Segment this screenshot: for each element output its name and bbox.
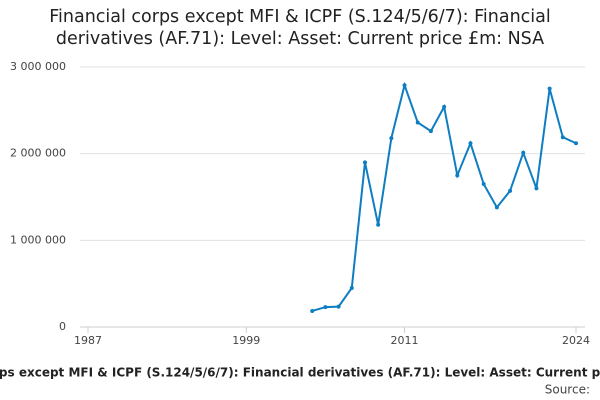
point [362, 160, 367, 165]
x-tick-label: 1999 [232, 334, 260, 347]
point [402, 83, 407, 88]
point [455, 173, 460, 178]
point [323, 305, 328, 310]
point [547, 86, 552, 91]
point [428, 129, 433, 134]
source-label: Source: [545, 383, 590, 397]
point [376, 222, 381, 227]
point [508, 188, 513, 193]
point [521, 150, 526, 155]
point [494, 205, 499, 210]
point [481, 182, 486, 186]
point [534, 186, 539, 191]
chart-title: Financial corps except MFI & ICPF (S.124… [49, 7, 551, 49]
legend-entry: Financial corps except MFI & ICPF (S.124… [0, 366, 600, 380]
point [574, 141, 578, 146]
point [310, 308, 315, 313]
y-tick-label: 0 [59, 320, 66, 333]
x-tick-label: 1987 [74, 334, 102, 347]
point [442, 104, 447, 109]
y-tick-label: 3 000 000 [10, 60, 66, 73]
point [349, 286, 354, 290]
point [560, 135, 565, 140]
point [336, 304, 341, 309]
y-tick-label: 1 000 000 [10, 233, 66, 246]
y-tick-label: 2 000 000 [10, 147, 66, 160]
point [389, 136, 394, 141]
line [311, 81, 577, 312]
x-tick-label: 2024 [562, 334, 590, 347]
point [468, 141, 473, 146]
x-tick-label: 2011 [391, 334, 419, 347]
point [415, 120, 420, 125]
